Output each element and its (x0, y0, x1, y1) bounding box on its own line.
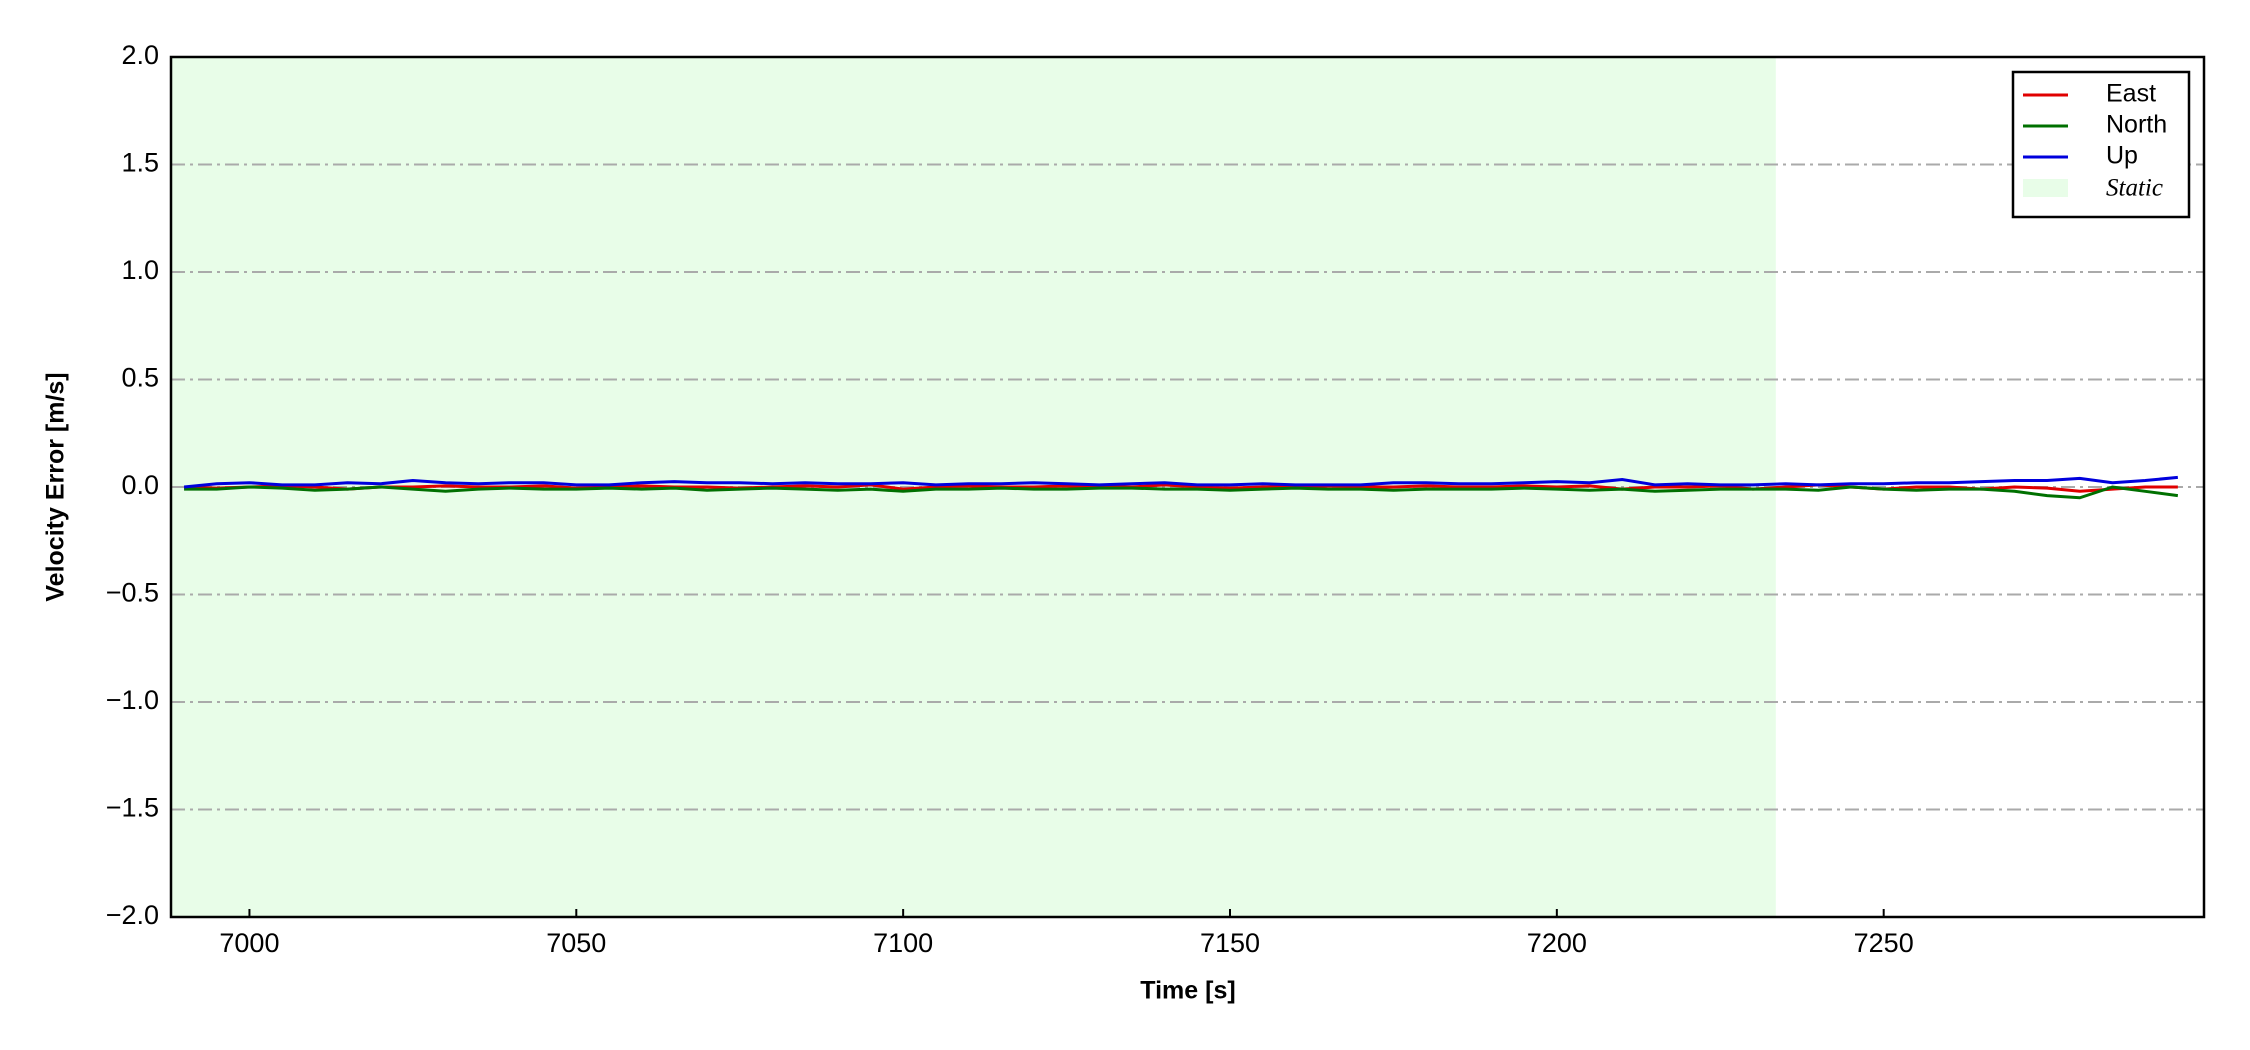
series-line (183, 475, 2178, 489)
y-tick-label: 1.5 (121, 148, 159, 178)
y-tick-label: −1.5 (106, 793, 159, 823)
plot-frame (169, 55, 2206, 919)
legend-label: North (2106, 111, 2167, 139)
y-tick-label: −2.0 (106, 900, 159, 930)
y-tick-label: −0.5 (106, 578, 159, 608)
x-tick-label: 7250 (1854, 928, 1914, 958)
legend-label: East (2106, 80, 2156, 108)
y-tick-label: 2.0 (121, 40, 159, 70)
x-axis-label: Time [s] (1140, 977, 1235, 1005)
y-tick-label: −1.0 (106, 685, 159, 715)
legend-label: Static (2106, 175, 2163, 202)
y-tick-label: 1.0 (121, 255, 159, 285)
legend-label: Up (2106, 142, 2138, 170)
legend-swatch (2023, 179, 2068, 197)
y-tick-label: 0.5 (121, 363, 159, 393)
y-axis-label: Velocity Error [m/s] (42, 372, 70, 601)
x-tick-label: 7100 (873, 928, 933, 958)
x-tick-label: 7200 (1527, 928, 1587, 958)
x-tick-label: 7000 (219, 928, 279, 958)
x-tick-label: 7150 (1200, 928, 1260, 958)
series-line (184, 485, 2179, 500)
x-tick-label: 7050 (546, 928, 606, 958)
y-tick-label: 0.0 (121, 470, 159, 500)
